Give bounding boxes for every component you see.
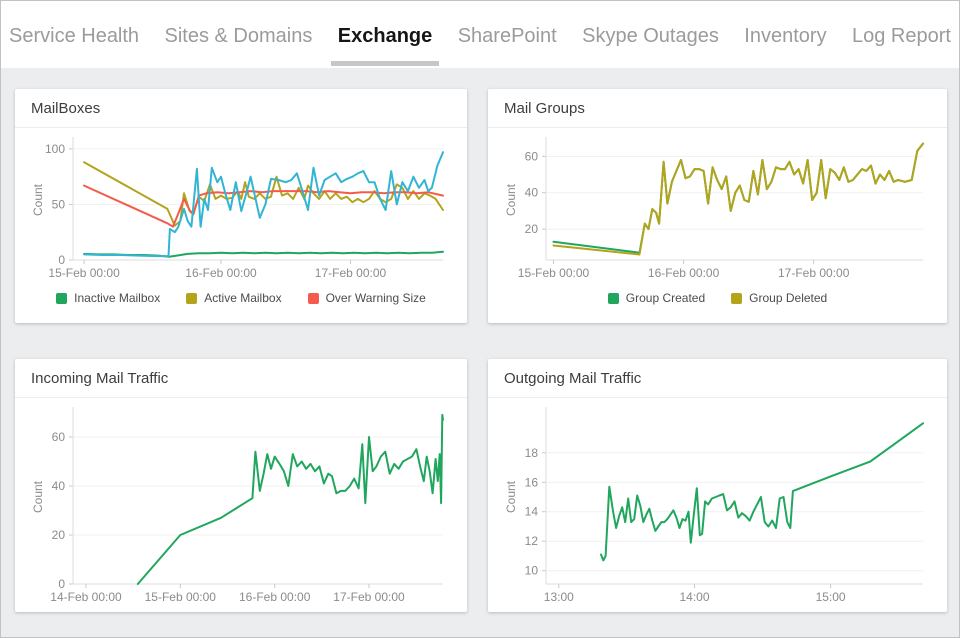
- dashboard-grid: MailBoxes 0 50 100 15-Feb 00:00 16-Feb 00:00…: [1, 68, 959, 632]
- svg-text:0: 0: [58, 577, 65, 591]
- chart-title: MailBoxes: [31, 100, 101, 117]
- svg-text:13:00: 13:00: [544, 590, 574, 604]
- series-line: [552, 142, 924, 254]
- series-line: [83, 151, 444, 258]
- card-header: Mail Groups: [488, 89, 947, 128]
- line-chart-canvas[interactable]: 0 20 40 60 14-Feb 00:00 15-Feb 00:00 16-Feb 00…: [27, 402, 455, 610]
- card-outgoing-mail-traffic: Outgoing Mail Traffic 10 12 14 16 18 13:00 14:…: [488, 359, 947, 612]
- svg-text:14: 14: [525, 505, 539, 519]
- svg-text:16-Feb 00:00: 16-Feb 00:00: [239, 590, 311, 604]
- svg-text:Count: Count: [504, 183, 518, 216]
- card-header: Incoming Mail Traffic: [15, 359, 467, 398]
- card-incoming-mail-traffic: Incoming Mail Traffic 0 20 40 60 14-Feb 00:0…: [15, 359, 467, 612]
- svg-text:15-Feb 00:00: 15-Feb 00:00: [48, 266, 120, 280]
- legend-item[interactable]: Active Mailbox: [186, 291, 282, 305]
- legend-label: Active Mailbox: [204, 291, 282, 305]
- tab-inventory[interactable]: Inventory: [744, 25, 827, 47]
- tab-skype-outages[interactable]: Skype Outages: [582, 25, 719, 47]
- series-line: [83, 184, 444, 228]
- incoming-mail-traffic-chart[interactable]: 0 20 40 60 14-Feb 00:00 15-Feb 00:00 16-Feb 00…: [27, 402, 455, 610]
- legend-item[interactable]: Over Warning Size: [307, 291, 426, 305]
- outgoing-mail-traffic-chart[interactable]: 10 12 14 16 18 13:00 14:00 15:00 Count: [500, 402, 935, 610]
- svg-text:50: 50: [52, 197, 66, 211]
- tab-sites-domains[interactable]: Sites & Domains: [164, 25, 313, 47]
- svg-text:14-Feb 00:00: 14-Feb 00:00: [50, 590, 122, 604]
- legend-item[interactable]: Inactive Mailbox: [56, 291, 160, 305]
- legend-swatch: [607, 292, 619, 304]
- chart-legend: Group Created Group Deleted: [488, 291, 947, 305]
- legend-swatch: [56, 292, 68, 304]
- svg-text:40: 40: [525, 186, 539, 200]
- svg-text:40: 40: [52, 479, 66, 493]
- svg-text:17-Feb 00:00: 17-Feb 00:00: [778, 266, 850, 280]
- svg-text:100: 100: [45, 142, 65, 156]
- svg-text:16-Feb 00:00: 16-Feb 00:00: [648, 266, 720, 280]
- series-line: [136, 413, 444, 585]
- svg-text:Count: Count: [31, 183, 45, 216]
- svg-text:60: 60: [52, 430, 66, 444]
- svg-text:15-Feb 00:00: 15-Feb 00:00: [518, 266, 590, 280]
- series-line: [600, 422, 924, 562]
- legend-label: Group Deleted: [749, 291, 828, 305]
- legend-swatch: [186, 292, 198, 304]
- series-line: [83, 161, 444, 227]
- card-header: Outgoing Mail Traffic: [488, 359, 947, 398]
- line-chart-canvas[interactable]: 20 40 60 15-Feb 00:00 16-Feb 00:00 17-Feb 00:…: [500, 132, 935, 286]
- svg-text:Count: Count: [31, 480, 45, 513]
- tab-log-report[interactable]: Log Report: [852, 25, 951, 47]
- legend-label: Inactive Mailbox: [74, 291, 161, 305]
- svg-text:14:00: 14:00: [679, 590, 709, 604]
- tab-bar: Service Health Sites & Domains Exchange …: [1, 1, 959, 68]
- chart-title: Incoming Mail Traffic: [31, 370, 169, 387]
- legend-label: Over Warning Size: [325, 291, 426, 305]
- svg-text:10: 10: [525, 564, 539, 578]
- svg-text:17-Feb 00:00: 17-Feb 00:00: [333, 590, 405, 604]
- svg-text:60: 60: [525, 149, 539, 163]
- card-mail-groups: Mail Groups 20 40 60 15-Feb 00:00 16-Feb 00:…: [488, 89, 947, 323]
- line-chart-canvas[interactable]: 10 12 14 16 18 13:00 14:00 15:00 Count: [500, 402, 935, 610]
- svg-text:0: 0: [58, 253, 65, 267]
- svg-text:16-Feb 00:00: 16-Feb 00:00: [185, 266, 257, 280]
- legend-swatch: [731, 292, 743, 304]
- svg-text:12: 12: [525, 534, 539, 548]
- svg-text:18: 18: [525, 446, 539, 460]
- legend-label: Group Created: [625, 291, 706, 305]
- tab-service-health[interactable]: Service Health: [9, 25, 140, 47]
- line-chart-canvas[interactable]: 0 50 100 15-Feb 00:00 16-Feb 00:00 17-Feb 00:…: [27, 132, 455, 286]
- svg-text:16: 16: [525, 475, 539, 489]
- chart-legend: Inactive Mailbox Active Mailbox Over Warni…: [15, 291, 467, 305]
- mailboxes-chart[interactable]: 0 50 100 15-Feb 00:00 16-Feb 00:00 17-Feb 00:…: [27, 132, 455, 286]
- chart-title: Outgoing Mail Traffic: [504, 370, 642, 387]
- svg-text:Count: Count: [504, 480, 518, 513]
- card-header: MailBoxes: [15, 89, 467, 128]
- svg-text:15-Feb 00:00: 15-Feb 00:00: [145, 590, 217, 604]
- tab-sharepoint[interactable]: SharePoint: [457, 25, 557, 47]
- tab-exchange[interactable]: Exchange: [330, 25, 440, 66]
- legend-item[interactable]: Group Created: [607, 291, 706, 305]
- series-line: [552, 142, 924, 256]
- card-mailboxes: MailBoxes 0 50 100 15-Feb 00:00 16-Feb 00:00…: [15, 89, 467, 323]
- legend-item[interactable]: Group Deleted: [731, 291, 827, 305]
- chart-title: Mail Groups: [504, 100, 585, 117]
- legend-swatch: [307, 292, 319, 304]
- svg-text:17-Feb 00:00: 17-Feb 00:00: [315, 266, 387, 280]
- svg-text:20: 20: [525, 222, 539, 236]
- mail-groups-chart[interactable]: 20 40 60 15-Feb 00:00 16-Feb 00:00 17-Feb 00:…: [500, 132, 935, 286]
- svg-text:20: 20: [52, 528, 66, 542]
- svg-text:15:00: 15:00: [816, 590, 846, 604]
